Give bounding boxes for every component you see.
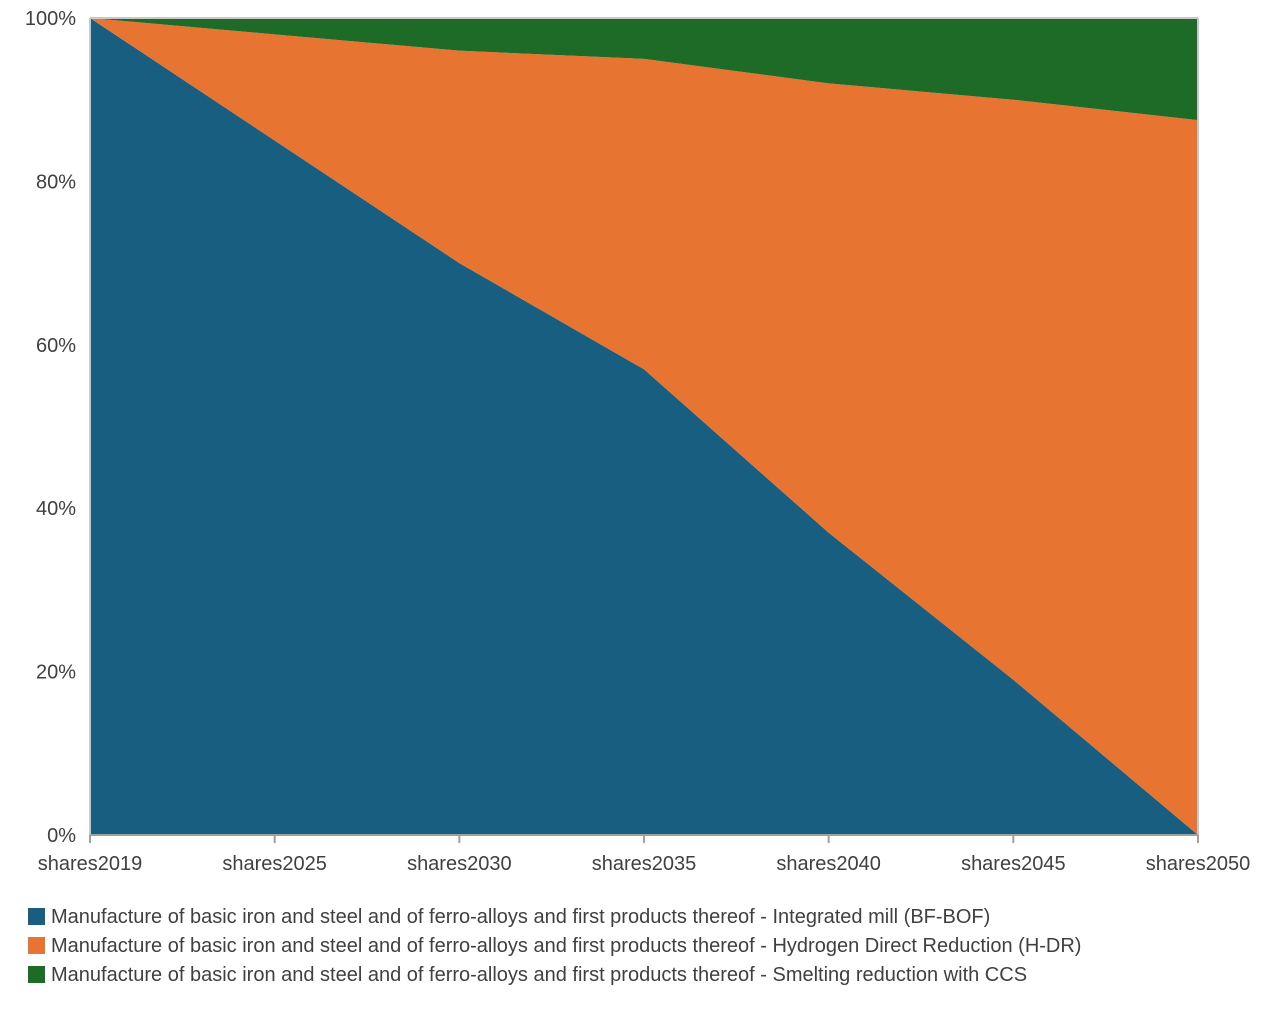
legend-label-ccs: Manufacture of basic iron and steel and … <box>51 964 1028 986</box>
area-series-1[interactable] <box>90 18 1198 835</box>
y-tick-label: 40% <box>36 498 76 520</box>
legend-item-bf-bof[interactable]: Manufacture of basic iron and steel and … <box>28 904 1253 930</box>
chart-axes: shares2019 shares2025 shares2030 shares2035… <box>25 8 1250 875</box>
x-tick-label: shares2035 <box>592 853 697 875</box>
y-tick-label: 0% <box>47 825 76 847</box>
x-tick-label: shares2019 <box>38 853 143 875</box>
chart-legend: Manufacture of basic iron and steel and … <box>28 904 1253 991</box>
legend-swatch-bf-bof <box>28 908 45 925</box>
legend-label-h-dr: Manufacture of basic iron and steel and … <box>51 935 1082 957</box>
x-tick-label: shares2025 <box>222 853 327 875</box>
area-series-2[interactable] <box>90 18 1198 835</box>
chart-areas <box>90 18 1198 835</box>
y-tick-label: 80% <box>36 171 76 193</box>
x-tick-label: shares2040 <box>776 853 881 875</box>
area-series-3[interactable] <box>90 18 1198 121</box>
legend-item-h-dr[interactable]: Manufacture of basic iron and steel and … <box>28 933 1253 959</box>
x-tick-label: shares2050 <box>1146 853 1251 875</box>
y-tick-label: 100% <box>25 8 76 30</box>
x-tick-label: shares2030 <box>407 853 512 875</box>
legend-swatch-h-dr <box>28 937 45 954</box>
legend-item-ccs[interactable]: Manufacture of basic iron and steel and … <box>28 962 1253 988</box>
x-tick-label: shares2045 <box>961 853 1066 875</box>
y-tick-label: 20% <box>36 662 76 684</box>
legend-label-bf-bof: Manufacture of basic iron and steel and … <box>51 906 991 928</box>
legend-swatch-ccs <box>28 966 45 983</box>
y-tick-label: 60% <box>36 335 76 357</box>
